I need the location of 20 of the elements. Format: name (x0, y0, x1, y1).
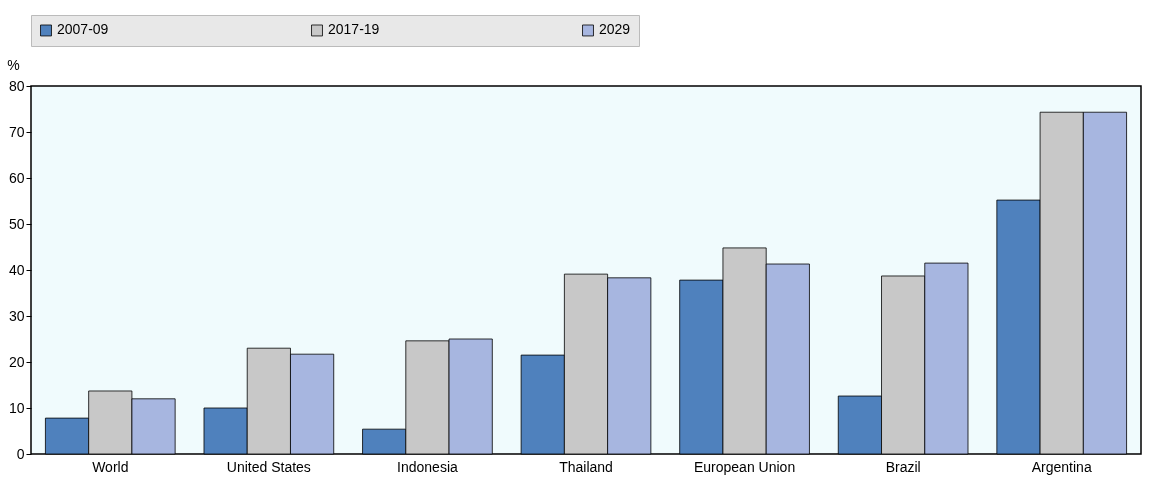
y-tick-label: 30 (8, 307, 25, 324)
y-tick-label: 20 (8, 353, 25, 370)
x-tick-label: United States (226, 458, 311, 475)
x-tick-label: World (92, 458, 129, 475)
legend-label: 2029 (599, 21, 631, 38)
legend-label: 2017-19 (328, 21, 380, 38)
y-tick-label: 80 (8, 77, 25, 94)
y-tick-label: 0 (16, 445, 25, 462)
y-tick-label: 40 (8, 261, 25, 278)
y-tick-label: 10 (8, 399, 25, 416)
y-tick-label: 50 (8, 215, 25, 232)
x-tick-label: Brazil (885, 458, 921, 475)
y-tick-label: 70 (8, 123, 25, 140)
x-tick-label: Thailand (559, 458, 613, 475)
x-tick-label: Indonesia (397, 458, 458, 475)
x-tick-label: European Union (693, 458, 796, 475)
y-axis-title: % (7, 56, 20, 73)
legend-label: 2007-09 (57, 21, 109, 38)
y-tick-label: 60 (8, 169, 25, 186)
x-tick-label: Argentina (1031, 458, 1092, 475)
